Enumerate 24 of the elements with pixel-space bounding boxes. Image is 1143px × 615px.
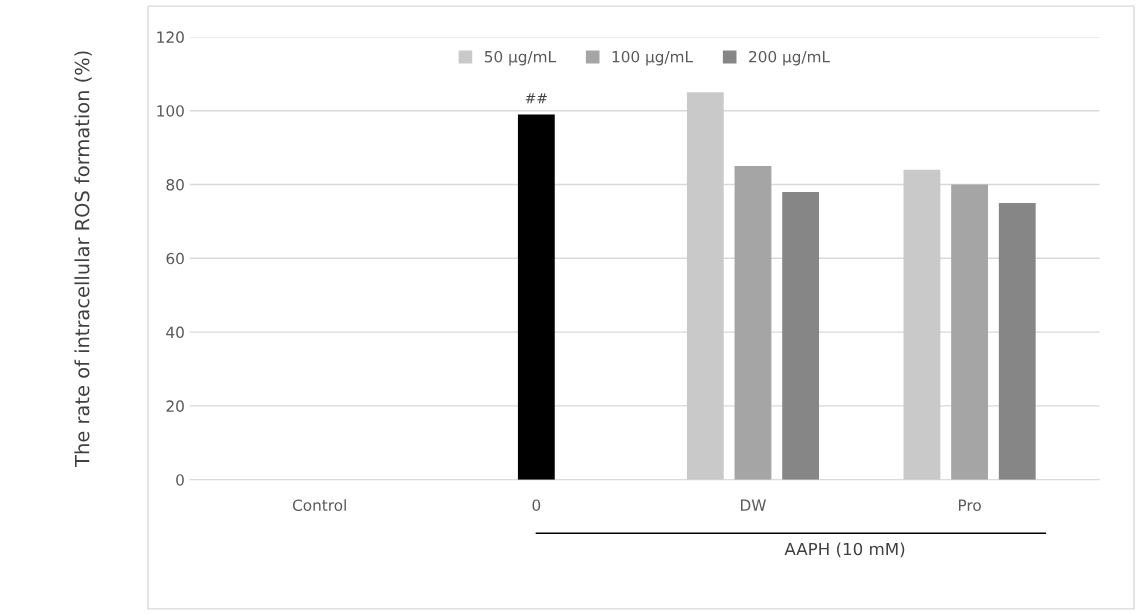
text: AAPH (10 mM) (784, 542, 905, 558)
legend-label: 50 μg/mL (484, 50, 556, 66)
y-tick-label: 20 (166, 400, 184, 412)
bar (903, 169, 941, 480)
bar (734, 166, 772, 480)
y-tick-label: 80 (166, 178, 184, 191)
y-axis-title: The rate of intracellular ROS formation (%) (74, 51, 92, 467)
legend-label: 100 μg/mL (612, 50, 693, 66)
y-tick-label: 100 (157, 105, 184, 117)
y-tick-label: 0 (176, 474, 184, 486)
bar (951, 184, 988, 480)
x-tick-label: Control (292, 499, 346, 511)
annotation: ## (525, 93, 547, 104)
y-tick-label: 60 (166, 252, 184, 265)
x-tick-label: Pro (958, 499, 981, 511)
x-tick-label: DW (741, 499, 766, 511)
y-tick-label: 40 (166, 326, 184, 339)
bar (998, 202, 1036, 480)
bar (517, 114, 555, 480)
bar (782, 191, 820, 480)
x-tick-label: 0 (532, 499, 541, 511)
legend-label: 200 μg/mL (749, 50, 830, 66)
bar (686, 92, 724, 480)
y-tick-label: 120 (157, 31, 184, 43)
